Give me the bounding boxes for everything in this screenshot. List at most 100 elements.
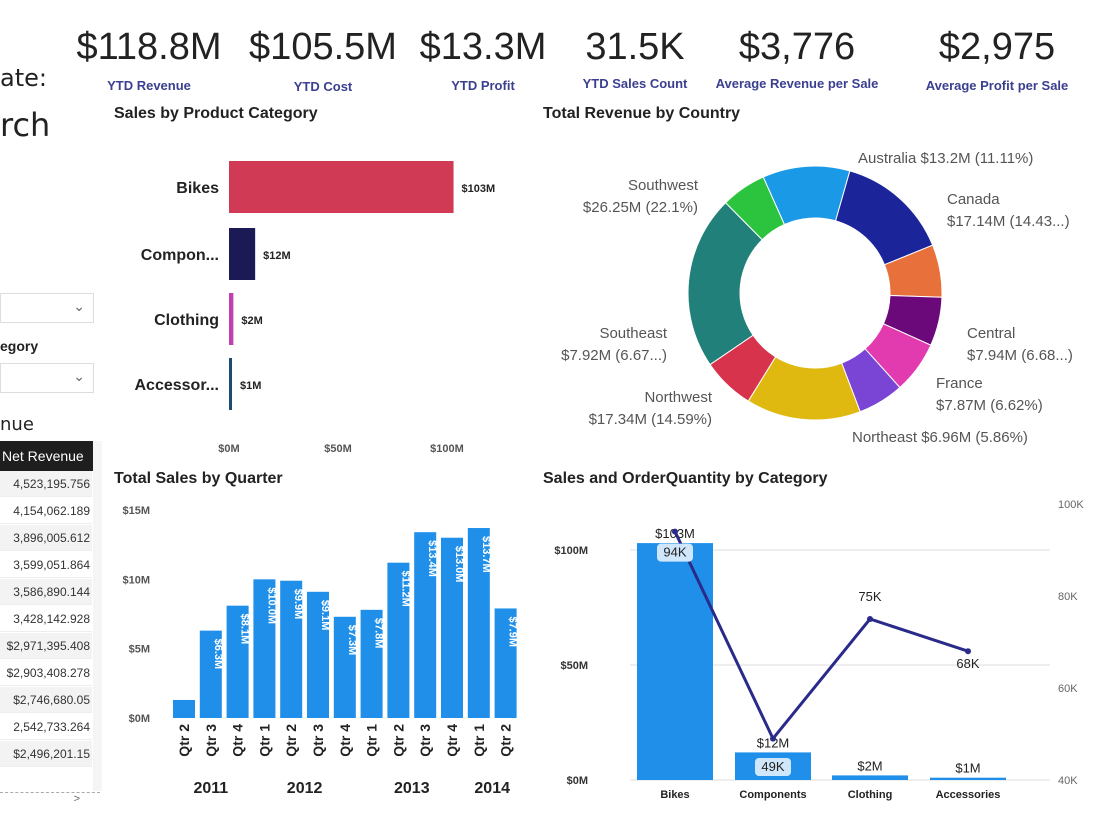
x-tick-label: Qtr 3 bbox=[310, 724, 326, 757]
y-left-tick-label: $50M bbox=[560, 660, 588, 672]
bar bbox=[229, 293, 234, 345]
line-data-label: 68K bbox=[956, 656, 979, 671]
chart-title: Sales and OrderQuantity by Category bbox=[543, 470, 828, 487]
slice-label: Northwest bbox=[644, 389, 712, 406]
x-tick-label: $100M bbox=[430, 443, 464, 455]
x-tick-label: Qtr 4 bbox=[337, 724, 353, 757]
category-label: Bikes bbox=[176, 180, 219, 197]
y-tick-label: $0M bbox=[129, 713, 150, 725]
order-quantity-line bbox=[673, 530, 969, 742]
y-tick-label: $5M bbox=[129, 644, 150, 656]
bar bbox=[229, 228, 256, 280]
x-tick-label: Accessories bbox=[936, 789, 1001, 801]
table-row[interactable]: 3,428,142.928 bbox=[0, 606, 92, 632]
horizontal-scrollbar[interactable]: > bbox=[0, 792, 100, 808]
slice-label: Canada bbox=[947, 191, 1000, 208]
table-row[interactable]: 3,896,005.612 bbox=[0, 525, 92, 551]
slice-label: $7.92M (6.67...) bbox=[561, 347, 667, 364]
category-dropdown[interactable]: ⌄ bbox=[0, 363, 94, 393]
table-row[interactable]: 4,523,195.756 bbox=[0, 471, 92, 497]
slice-label: $7.87M (6.62%) bbox=[936, 397, 1043, 414]
month-value: rch bbox=[0, 106, 51, 144]
x-tick-label: Qtr 2 bbox=[390, 724, 406, 757]
bar bbox=[307, 591, 329, 718]
line-point bbox=[965, 648, 971, 655]
category-label: Compon... bbox=[141, 247, 219, 264]
bar bbox=[832, 775, 908, 780]
data-label: $9.1M bbox=[319, 600, 331, 631]
x-tick-label: Qtr 1 bbox=[471, 724, 487, 757]
bar bbox=[494, 608, 517, 718]
x-tick-label: Qtr 4 bbox=[230, 724, 246, 757]
table-row[interactable]: 2,542,733.264 bbox=[0, 714, 92, 740]
slice-label: $26.25M (22.1%) bbox=[583, 199, 698, 216]
sales-orderqty-combo-chart: $0M$50M$100M40K60K80K100K$103MBikes$12MC… bbox=[554, 499, 1084, 801]
line-label-bg bbox=[755, 758, 791, 776]
bar-data-label: $2M bbox=[857, 758, 882, 773]
slice-label: Southeast bbox=[599, 325, 667, 342]
x-tick-label: Clothing bbox=[848, 789, 893, 801]
slice-label: Australia $13.2M (11.11%) bbox=[858, 150, 1033, 167]
filter-dropdown[interactable]: ⌄ bbox=[0, 293, 94, 323]
data-label: $6.3M bbox=[212, 639, 224, 670]
kpi-value: $2,975 bbox=[938, 26, 1056, 68]
y-right-tick-label: 60K bbox=[1058, 683, 1078, 695]
line-point bbox=[770, 735, 776, 742]
bar bbox=[387, 562, 410, 718]
y-right-tick-label: 80K bbox=[1058, 591, 1078, 603]
kpi-label: YTD Sales Count bbox=[582, 76, 688, 91]
kpi-label: Average Revenue per Sale bbox=[715, 76, 879, 91]
chart-title: Total Sales by Quarter bbox=[114, 470, 283, 487]
x-tick-label: Qtr 1 bbox=[364, 724, 380, 757]
data-label: $7.9M bbox=[507, 616, 519, 647]
data-label: $12M bbox=[263, 250, 291, 262]
slice-label: France bbox=[936, 375, 983, 392]
data-label: $9.9M bbox=[292, 589, 304, 620]
x-tick-label: Components bbox=[739, 789, 806, 801]
bar bbox=[637, 543, 713, 780]
x-tick-label: Qtr 2 bbox=[283, 724, 299, 757]
table-row[interactable]: 3,586,890.144 bbox=[0, 579, 92, 605]
line-data-label: 75K bbox=[858, 589, 881, 604]
data-label: $103M bbox=[462, 183, 496, 195]
table-row[interactable]: $2,496,201.15 bbox=[0, 741, 92, 767]
y-right-tick-label: 40K bbox=[1058, 775, 1078, 787]
slice-label: Southwest bbox=[628, 177, 699, 194]
table-row[interactable]: 4,154,062.189 bbox=[0, 498, 92, 524]
bar bbox=[414, 532, 437, 718]
x-tick-label: Qtr 3 bbox=[203, 724, 219, 757]
table-row[interactable]: $2,903,408.278 bbox=[0, 660, 92, 686]
data-label: $13.0M bbox=[453, 546, 465, 583]
x-tick-label: Qtr 3 bbox=[417, 724, 433, 757]
column-header: Net Revenue bbox=[2, 448, 84, 464]
data-label: $13.7M bbox=[480, 536, 492, 573]
year-label: 2012 bbox=[287, 780, 323, 797]
chevron-down-icon: ⌄ bbox=[73, 368, 85, 384]
table-row[interactable]: $2,746,680.05 bbox=[0, 687, 92, 713]
table-row[interactable]: 3,599,051.864 bbox=[0, 552, 92, 578]
table-row[interactable]: $2,971,395.408 bbox=[0, 633, 92, 659]
year-label: 2014 bbox=[474, 780, 510, 797]
bar bbox=[253, 579, 276, 718]
y-left-tick-label: $0M bbox=[567, 775, 588, 787]
net-revenue-header[interactable]: Net Revenue bbox=[0, 441, 93, 471]
chart-title: Total Revenue by Country bbox=[543, 105, 741, 122]
revenue-table: 4,523,195.756 4,154,062.189 3,896,005.612 3… bbox=[0, 471, 93, 771]
category-label: egory bbox=[0, 338, 39, 354]
kpi-value: $3,776 bbox=[738, 26, 856, 68]
x-tick-label: $0M bbox=[218, 443, 239, 455]
revenue-heading: nue bbox=[0, 414, 34, 435]
table-scrollbar[interactable] bbox=[93, 441, 102, 791]
kpi-label: YTD Profit bbox=[451, 78, 515, 93]
bar bbox=[226, 605, 249, 718]
data-label: $2M bbox=[241, 315, 262, 327]
kpi-value: $105.5M bbox=[249, 26, 397, 68]
year-label: 2011 bbox=[193, 780, 228, 797]
data-label: $7.8M bbox=[373, 618, 385, 649]
bar bbox=[441, 537, 463, 718]
bar bbox=[467, 528, 490, 718]
bar bbox=[333, 616, 356, 718]
y-tick-label: $10M bbox=[122, 574, 150, 586]
kpi-value: $118.8M bbox=[76, 26, 222, 68]
x-tick-label: $50M bbox=[324, 443, 352, 455]
